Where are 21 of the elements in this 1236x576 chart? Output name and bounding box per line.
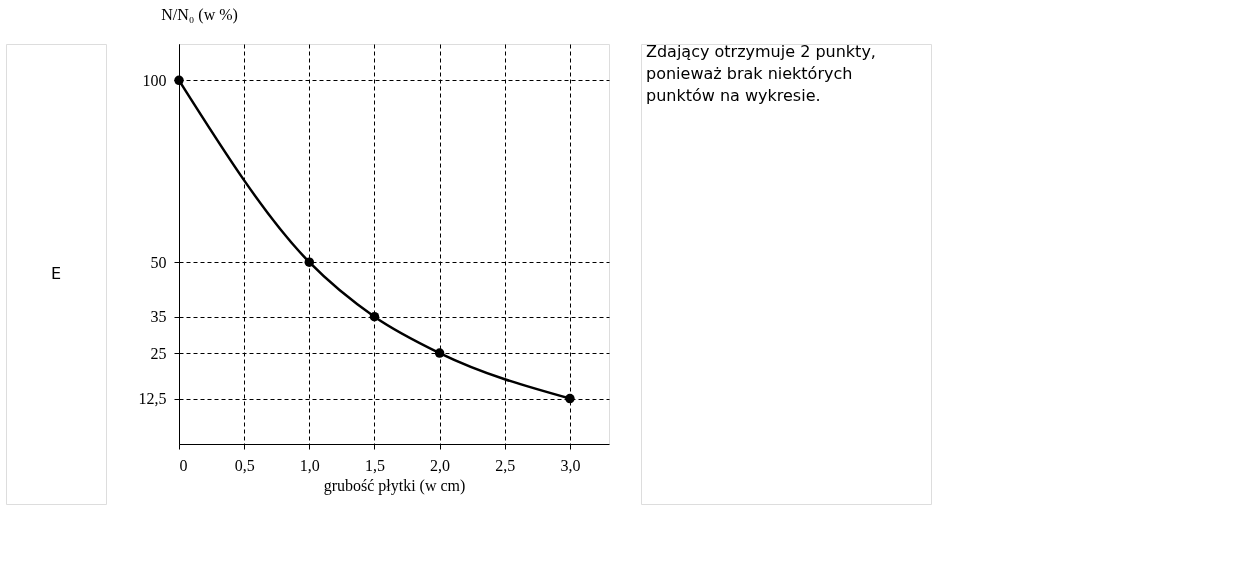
y-tick-label: 35 — [150, 308, 167, 326]
x-tick-label: 1,5 — [364, 456, 385, 474]
text: Zdający otrzymuje 2 punkty, ponieważ brak niektórych punktów na wykresie. — [646, 42, 876, 105]
point — [369, 311, 380, 322]
x-tick-label: 3,0 — [560, 456, 581, 474]
y-tick-label: 25 — [150, 344, 167, 362]
point — [304, 257, 315, 267]
x-tick-label: 2,0 — [430, 456, 451, 474]
x-tick-label: 0 — [179, 456, 188, 474]
y-axis-title: N/N₀ (w %) — [161, 5, 238, 24]
point — [434, 348, 445, 358]
text: E — [50, 264, 62, 283]
x-tick-label: 0,5 — [234, 456, 255, 474]
x-tick-label: 2,5 — [495, 456, 516, 474]
point — [565, 393, 575, 404]
y-tick-label: 100 — [142, 71, 167, 89]
point — [174, 75, 184, 86]
y-tick-label: 12,5 — [138, 390, 167, 408]
x-axis-title: grubość płytki (w cm) — [323, 476, 466, 495]
y-tick-label: 50 — [150, 253, 167, 271]
x-tick-label: 1,0 — [299, 456, 320, 474]
